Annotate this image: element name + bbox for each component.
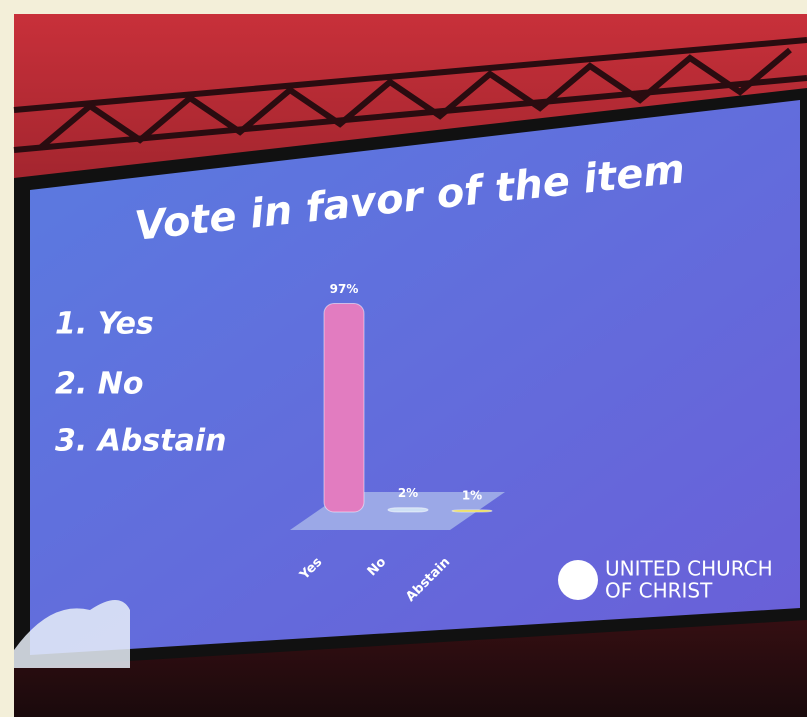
logo: UNITED CHURCH OF CHRIST bbox=[558, 557, 773, 603]
logo-text: UNITED CHURCH bbox=[605, 557, 773, 581]
value-label: 97% bbox=[330, 282, 359, 296]
logo-mark bbox=[558, 560, 598, 600]
bar bbox=[323, 302, 365, 513]
option: 3. Abstain bbox=[55, 424, 227, 459]
option: 2. No bbox=[55, 367, 143, 402]
option: 1. Yes bbox=[55, 307, 154, 342]
bar bbox=[451, 509, 493, 513]
screen bbox=[30, 100, 800, 655]
value-label: 2% bbox=[398, 486, 418, 500]
bar bbox=[387, 507, 429, 513]
truss bbox=[13, 37, 807, 153]
logo-text: OF CHRIST bbox=[605, 579, 713, 603]
decoration bbox=[14, 600, 130, 668]
value-label: 1% bbox=[462, 488, 482, 502]
